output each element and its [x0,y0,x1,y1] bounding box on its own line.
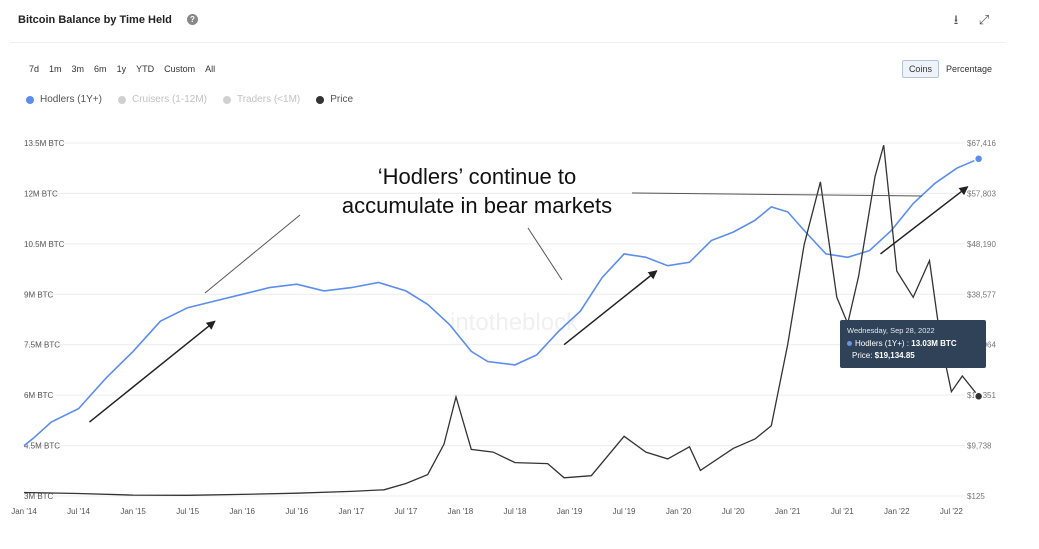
trend-arrow [563,270,658,346]
range-7d[interactable]: 7d [29,64,40,74]
x-tick-label: Jan '20 [666,507,692,516]
coins-toggle-button[interactable]: Coins [901,60,939,78]
x-tick-label: Jul '16 [285,507,308,516]
view-toggle: Coins Percentage [901,60,999,78]
chart-card: Bitcoin Balance by Time Held ? ⭳ ⤢ 7d 1m… [10,0,1005,549]
legend-item-hodlers[interactable]: Hodlers (1Y+) [26,94,102,105]
chart-legend: Hodlers (1Y+) Cruisers (1-12M) Traders (… [26,94,353,105]
x-tick-label: Jul '18 [504,507,527,516]
tooltip-series-row: Hodlers (1Y+) : 13.03M BTC [847,339,957,348]
x-tick-label: Jul '21 [831,507,854,516]
question-circle-icon[interactable]: ? [187,14,198,25]
x-tick-label: Jan '18 [448,507,474,516]
x-tick-label: Jul '22 [940,507,963,516]
y-right-tick-label: $9,738 [967,442,992,451]
tooltip-series-value: 13.03M BTC [911,339,957,348]
range-all[interactable]: All [205,64,216,74]
y-right-tick-label: $38,577 [967,290,996,299]
y-left-tick-label: 12M BTC [24,189,58,198]
x-tick-label: Jan '16 [229,507,255,516]
annotation-pointer-line [527,227,563,281]
legend-label: Hodlers (1Y+) [40,94,102,105]
x-tick-label: Jan '14 [11,507,37,516]
annotation-line-2: accumulate in bear markets [341,193,613,218]
x-tick-label: Jan '15 [120,507,146,516]
y-right-tick-label: $67,416 [967,139,996,148]
download-icon[interactable]: ⭳ [953,12,959,27]
legend-dot [316,95,325,104]
range-custom[interactable]: Custom [164,64,196,74]
card-header: Bitcoin Balance by Time Held ? ⭳ ⤢ [10,0,1005,43]
percentage-toggle-button[interactable]: Percentage [945,64,992,74]
hodlers-end-point [973,154,984,164]
y-left-tick-label: 4.5M BTC [24,442,60,451]
tooltip-series-label: Hodlers (1Y+) : [855,339,912,348]
legend-dot [117,95,126,104]
range-ytd[interactable]: YTD [136,64,155,74]
y-left-tick-label: 13.5M BTC [24,139,65,148]
chart-annotation: ‘Hodlers’ continue to accumulate in bear… [307,162,647,220]
annotation-pointer-line [204,214,301,294]
x-tick-label: Jul '14 [67,507,90,516]
x-tick-label: Jan '19 [557,507,583,516]
range-3m[interactable]: 3m [71,64,85,74]
range-1y[interactable]: 1y [116,64,127,74]
y-left-tick-label: 6M BTC [24,391,54,400]
legend-item-cruisers[interactable]: Cruisers (1-12M) [117,94,207,105]
x-tick-label: Jul '15 [176,507,199,516]
y-left-tick-label: 10.5M BTC [24,240,65,249]
range-1m[interactable]: 1m [49,64,62,74]
tooltip-series-dot [847,341,852,347]
tooltip-date: Wednesday, Sep 28, 2022 [847,326,935,335]
chart-tooltip: Wednesday, Sep 28, 2022 Hodlers (1Y+) : … [840,320,986,368]
range-6m[interactable]: 6m [94,64,107,74]
legend-dot [222,95,231,104]
trend-arrow [879,186,969,255]
annotation-line-1: ‘Hodlers’ continue to [377,164,577,189]
expand-icon[interactable]: ⤢ [978,12,990,27]
watermark: intotheblock [450,309,579,336]
x-tick-label: Jan '17 [339,507,365,516]
annotation-pointer-line [631,192,923,197]
tooltip-price-row: Price: $19,134.85 [852,351,915,360]
y-left-tick-label: 7.5M BTC [24,341,60,350]
price-line [23,145,980,496]
y-right-tick-label: $125 [967,492,985,501]
legend-dot [26,95,34,104]
trend-arrow [88,320,216,423]
legend-item-price[interactable]: Price [316,94,353,105]
legend-label: Traders (<1M) [236,94,301,105]
y-left-tick-label: 9M BTC [24,290,54,299]
x-tick-label: Jan '21 [775,507,801,516]
y-right-tick-label: $48,190 [967,240,996,249]
y-right-tick-label: $57,803 [967,189,996,198]
time-range-selector: 7d 1m 3m 6m 1y YTD Custom All [24,62,220,76]
tooltip-price-label: Price: [852,351,875,360]
x-tick-label: Jan '22 [884,507,910,516]
legend-label: Cruisers (1-12M) [131,94,207,105]
x-tick-label: Jul '20 [722,507,745,516]
hodlers-line [23,158,979,447]
price-end-point [973,391,984,402]
tooltip-price-value: $19,134.85 [874,351,915,360]
x-tick-label: Jul '17 [394,507,417,516]
y-left-tick-label: 3M BTC [24,492,54,501]
legend-item-traders[interactable]: Traders (<1M) [222,94,301,105]
chart-plot[interactable]: 13.5M BTC $67,416 12M BTC $57,803 10.5M BTC $… [10,0,1005,549]
legend-label: Price [330,94,354,105]
chart-title: Bitcoin Balance by Time Held [18,14,172,26]
x-tick-label: Jul '19 [613,507,636,516]
